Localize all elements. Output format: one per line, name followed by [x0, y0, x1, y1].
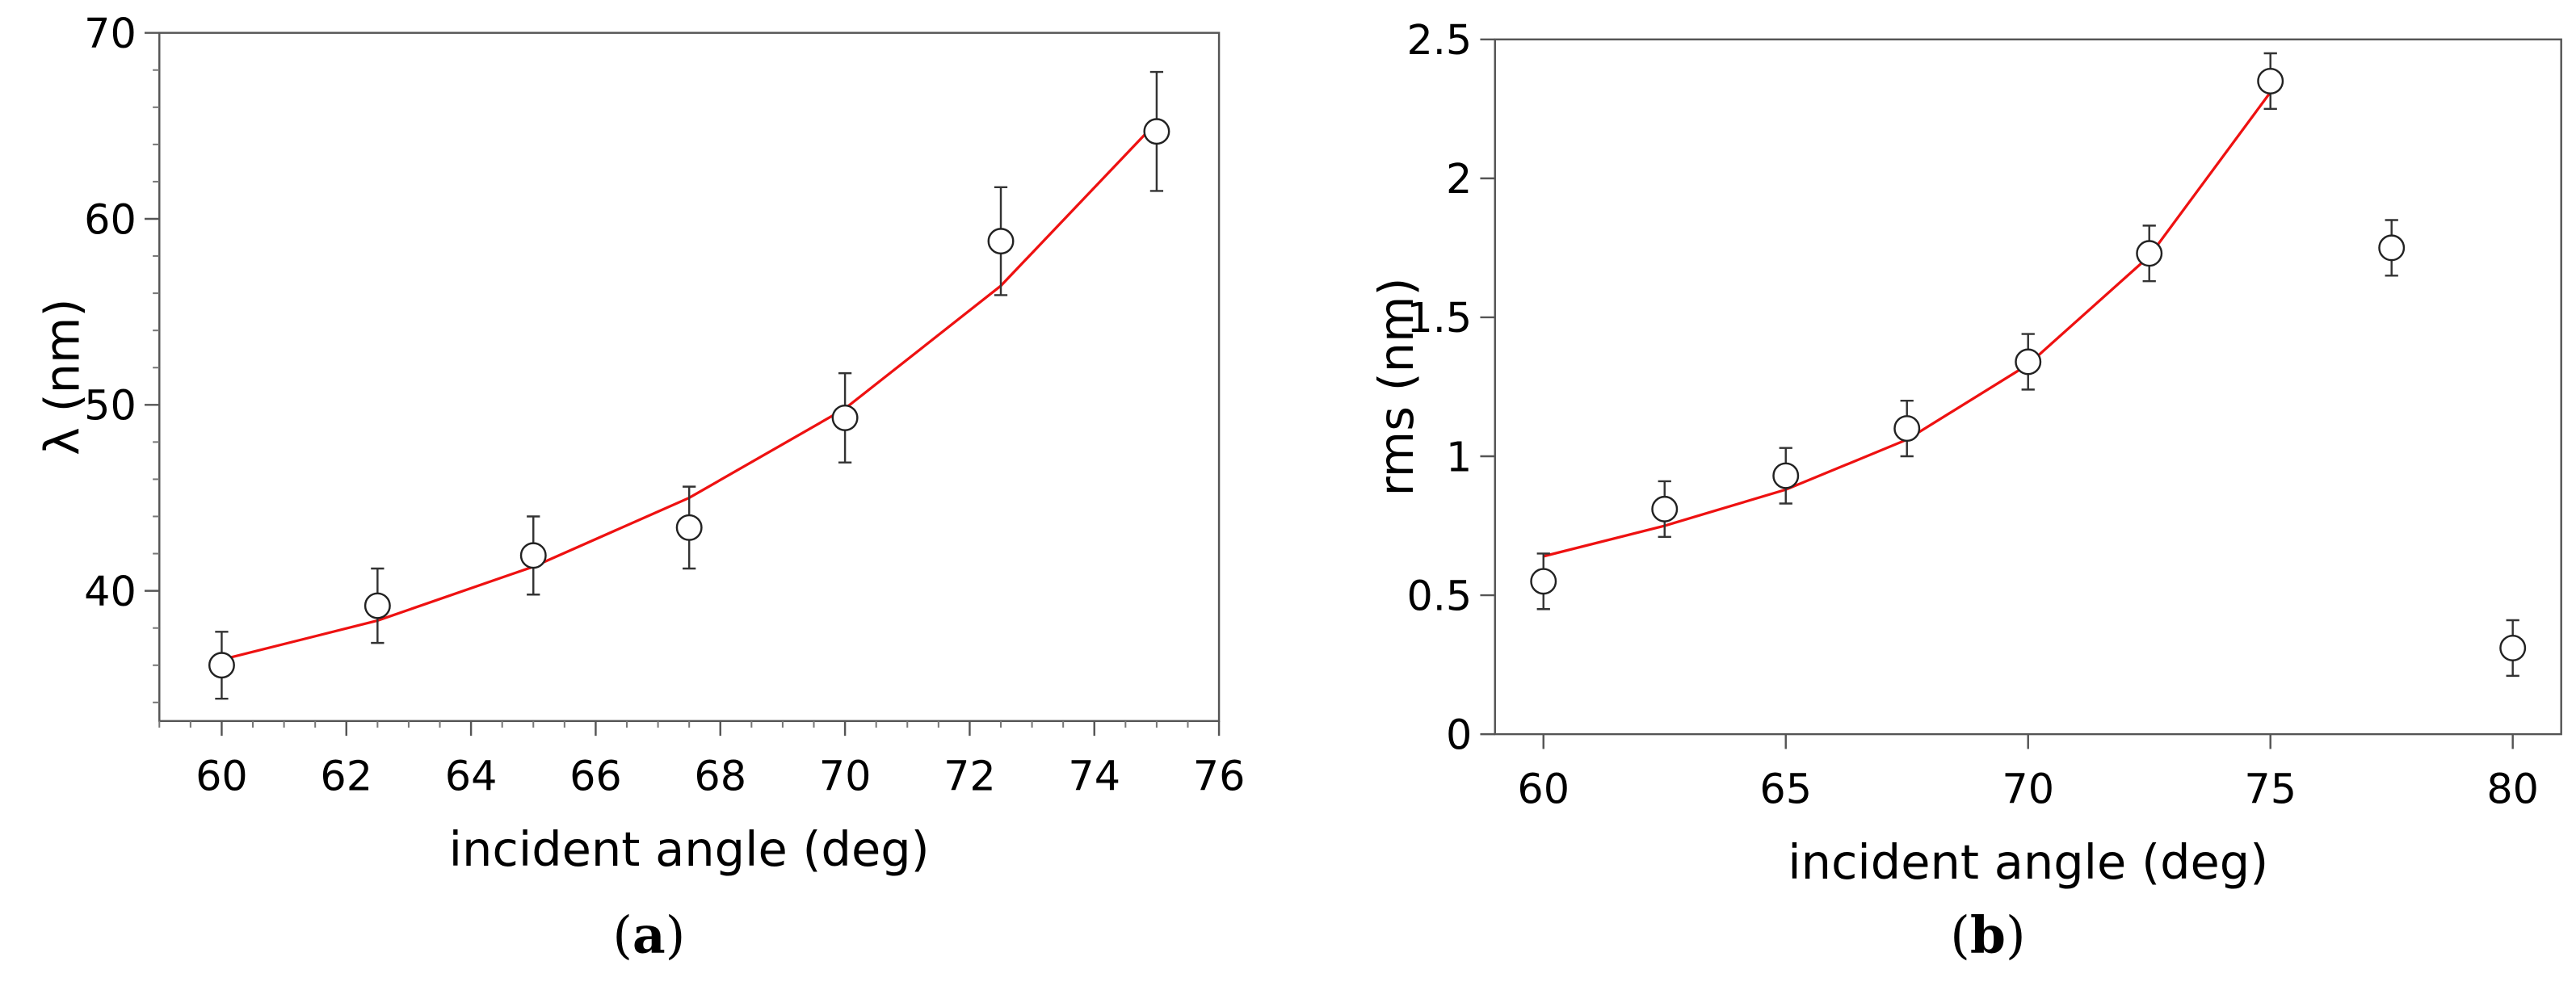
panel-label-close: ): [666, 905, 686, 965]
fit-line: [221, 121, 1158, 661]
data-point: [1530, 568, 1557, 595]
data-point: [987, 228, 1015, 255]
panel-label-open: (: [1950, 905, 1970, 965]
data-point: [1772, 462, 1800, 489]
data-point: [208, 652, 235, 679]
x-tick-label: 72: [943, 752, 996, 799]
y-tick-label: 1.5: [1406, 294, 1472, 342]
x-tick-label: 65: [1759, 766, 1812, 813]
x-tick-label: 62: [320, 752, 372, 799]
data-point: [363, 592, 391, 619]
x-tick-label: 64: [445, 752, 498, 799]
panel-label-open: (: [612, 905, 632, 965]
panel-label-letter: a: [632, 905, 666, 965]
x-axis-title: incident angle (deg): [449, 821, 930, 877]
y-axis-title: rms (nm): [1368, 277, 1424, 496]
data-point: [519, 542, 547, 569]
data-point: [2257, 67, 2284, 94]
panel-label-close: ): [2006, 905, 2026, 965]
data-point: [1143, 118, 1170, 145]
x-tick-label: 60: [1517, 766, 1570, 813]
x-tick-label: 74: [1068, 752, 1120, 799]
y-tick-label: 40: [84, 568, 137, 615]
x-tick-label: 75: [2244, 766, 2297, 813]
plot-frame: [158, 31, 1221, 723]
x-tick-label: 80: [2486, 766, 2539, 813]
panel-label: (b): [1950, 905, 2025, 965]
y-tick-label: 70: [84, 10, 137, 57]
data-point: [1893, 415, 1921, 443]
panel-b: 60 65 70 75 80 0 0.5 1 1.5 2 2.5 incident angle (de…: [1368, 16, 2562, 965]
y-tick-label: 60: [84, 195, 137, 243]
panel-label: (a): [612, 905, 685, 965]
y-tick-label: 50: [84, 382, 137, 430]
fit-line: [1543, 91, 2272, 558]
y-tick-label: 2.5: [1406, 16, 1472, 64]
data-point: [2015, 348, 2042, 376]
panel-a: 60 62 64 66 68 70 72 74 76 40 50 60 70 incident angle…: [35, 10, 1246, 965]
y-tick-label: 2: [1446, 155, 1472, 203]
x-tick-label: 60: [195, 752, 248, 799]
y-tick-label: 0: [1446, 711, 1472, 758]
x-tick-label: 76: [1193, 752, 1246, 799]
data-point: [2378, 234, 2406, 262]
data-point: [2499, 634, 2527, 661]
panel-label-letter: b: [1970, 905, 2006, 965]
data-point: [831, 404, 859, 431]
data-point: [1651, 495, 1679, 522]
x-tick-label: 70: [2002, 766, 2054, 813]
data-point: [2136, 240, 2163, 267]
data-point: [675, 514, 703, 541]
y-tick-label: 1: [1446, 433, 1472, 481]
x-tick-label: 70: [819, 752, 872, 799]
x-tick-label: 68: [694, 752, 746, 799]
y-axis-title: λ (nm): [35, 299, 90, 455]
y-tick-label: 0.5: [1406, 572, 1472, 619]
x-axis-title: incident angle (deg): [1788, 834, 2268, 890]
x-tick-label: 66: [569, 752, 622, 799]
